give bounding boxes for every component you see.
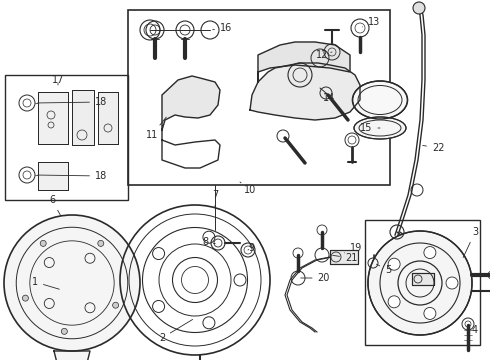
Bar xyxy=(38,162,68,190)
Bar xyxy=(412,273,434,285)
Circle shape xyxy=(413,2,425,14)
Text: 6: 6 xyxy=(49,195,61,216)
Circle shape xyxy=(234,274,246,286)
Bar xyxy=(365,220,480,345)
Text: 21: 21 xyxy=(333,253,357,263)
Polygon shape xyxy=(54,351,90,360)
Bar xyxy=(72,90,94,145)
Polygon shape xyxy=(4,215,140,351)
Text: 18: 18 xyxy=(38,171,107,181)
Bar xyxy=(38,92,68,144)
Ellipse shape xyxy=(352,81,408,119)
Circle shape xyxy=(152,301,165,312)
Text: 11: 11 xyxy=(146,117,166,140)
Text: 9: 9 xyxy=(248,243,254,253)
Circle shape xyxy=(40,240,46,246)
Text: 20: 20 xyxy=(301,273,330,283)
Bar xyxy=(412,273,434,285)
Circle shape xyxy=(113,302,119,308)
Text: 22: 22 xyxy=(423,143,444,153)
Circle shape xyxy=(203,317,215,329)
Polygon shape xyxy=(162,76,220,130)
Circle shape xyxy=(368,231,472,335)
Bar xyxy=(128,10,390,185)
Text: 3: 3 xyxy=(463,227,478,257)
Text: 8: 8 xyxy=(202,237,215,247)
Circle shape xyxy=(388,258,400,270)
Circle shape xyxy=(152,248,165,260)
Ellipse shape xyxy=(354,117,406,139)
Bar xyxy=(38,162,68,190)
Bar xyxy=(5,75,128,200)
Text: 13: 13 xyxy=(363,17,380,27)
Polygon shape xyxy=(258,42,350,82)
Circle shape xyxy=(98,240,104,246)
Circle shape xyxy=(424,307,436,319)
Text: 15: 15 xyxy=(360,123,380,133)
Bar xyxy=(38,92,68,144)
Text: 5: 5 xyxy=(376,264,391,275)
Text: 4: 4 xyxy=(468,325,478,335)
Text: 19: 19 xyxy=(344,243,362,253)
Text: 2: 2 xyxy=(159,319,193,343)
Circle shape xyxy=(23,295,28,301)
Bar xyxy=(330,250,358,264)
Text: 14: 14 xyxy=(323,93,335,103)
Bar xyxy=(98,92,118,144)
Text: 16: 16 xyxy=(213,23,232,33)
Text: 7: 7 xyxy=(212,190,218,207)
Text: 1: 1 xyxy=(32,277,59,289)
Circle shape xyxy=(446,277,458,289)
Bar xyxy=(330,250,358,264)
Circle shape xyxy=(424,247,436,258)
Text: 10: 10 xyxy=(240,182,256,195)
Text: 18: 18 xyxy=(38,97,107,107)
Bar xyxy=(98,92,118,144)
Text: 17: 17 xyxy=(52,75,64,85)
Circle shape xyxy=(388,296,400,308)
Circle shape xyxy=(203,231,215,243)
Bar xyxy=(72,90,94,145)
Text: 12: 12 xyxy=(316,50,332,60)
Polygon shape xyxy=(250,63,360,120)
Circle shape xyxy=(61,328,67,334)
